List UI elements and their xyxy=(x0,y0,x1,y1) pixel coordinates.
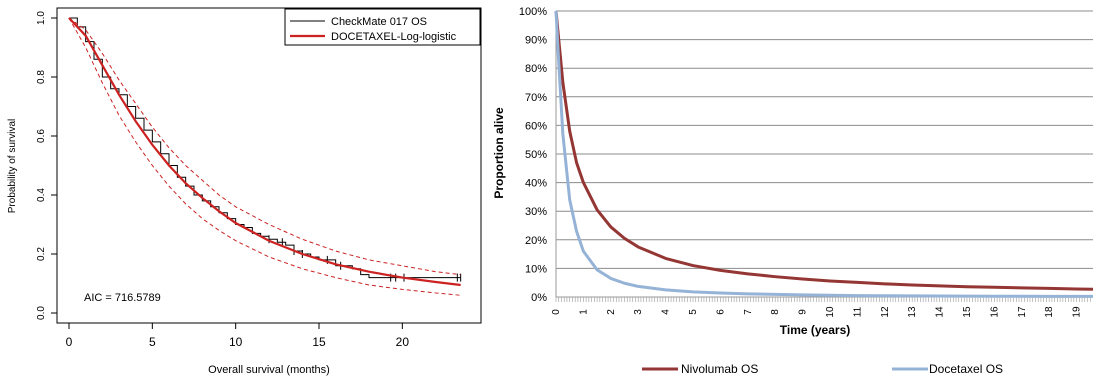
legend-label-docetaxel: Docetaxel OS xyxy=(929,362,1003,376)
y-tick-label: 0% xyxy=(531,292,547,304)
y-tick-label: 0.0 xyxy=(36,306,47,320)
x-tick-label: 6 xyxy=(715,309,726,315)
legend-label-km: CheckMate 017 OS xyxy=(331,16,427,28)
y-tick-label: 20% xyxy=(525,235,547,247)
x-tick-label: 0 xyxy=(551,309,562,315)
confidence-bound-line xyxy=(68,17,461,296)
x-tick-label: 5 xyxy=(149,335,156,349)
x-tick-label: 19 xyxy=(1072,306,1083,318)
km-survival-chart: 0 5 10 15 20 0.0 0.2 0.4 0.6 0.8 1.0 Overall surviv… xyxy=(0,0,490,378)
y-tick-label: 50% xyxy=(525,149,547,161)
y-axis-title: Proportion alive xyxy=(492,107,506,199)
x-tick-label: 9 xyxy=(798,309,809,315)
x-axis-title: Time (years) xyxy=(780,323,850,337)
x-axis-title: Overall survival (months) xyxy=(208,364,330,376)
km-marks xyxy=(68,17,462,296)
km-chart-svg: 0 5 10 15 20 0.0 0.2 0.4 0.6 0.8 1.0 Overall surviv… xyxy=(7,7,482,376)
proportion-chart-svg: 0%10%20%30%40%50%60%70%80%90%100%0 1 2 3 4 5 6… xyxy=(492,6,1093,376)
x-tick-label: 14 xyxy=(935,306,946,318)
x-tick-label: 15 xyxy=(962,306,973,318)
y-tick-label: 0.6 xyxy=(36,129,47,143)
x-tick-label: 16 xyxy=(989,306,1000,318)
x-tick-label: 4 xyxy=(661,309,672,315)
y-tick-label: 90% xyxy=(525,35,547,47)
x-tick-label: 5 xyxy=(688,309,699,315)
km-axes xyxy=(51,7,482,329)
y-tick-label: 0.2 xyxy=(36,247,47,261)
legend-label-nivolumab: Nivolumab OS xyxy=(681,362,758,376)
y-tick-label: 0.4 xyxy=(36,188,47,202)
docetaxel-os-line xyxy=(554,10,1093,298)
x-tick-label: 20 xyxy=(396,335,410,349)
proportion-alive-chart: 0% 10% 20% 30% 40% 50% 60% 70% 80% 90% 100% 0 1 2 3 4 5 6… xyxy=(490,0,1093,378)
y-tick-label: 60% xyxy=(525,120,547,132)
y-tick-label: 10% xyxy=(525,263,547,275)
y-tick-label: 1.0 xyxy=(36,11,47,25)
y-tick-label: 80% xyxy=(525,63,547,75)
nivolumab-os-line xyxy=(554,10,1093,291)
x-tick-label: 18 xyxy=(1044,306,1055,318)
x-tick-label: 10 xyxy=(825,306,836,318)
legend-box xyxy=(284,8,481,46)
x-tick-label: 10 xyxy=(229,335,243,349)
y-tick-label: 30% xyxy=(525,206,547,218)
x-tick-label: 2 xyxy=(606,309,617,315)
plot-frame xyxy=(56,7,482,324)
x-tick-label: 3 xyxy=(633,309,644,315)
y-tick-label: 40% xyxy=(525,178,547,190)
x-tick-label: 8 xyxy=(770,309,781,315)
fitted-curve-line xyxy=(68,17,461,287)
x-tick-label: 0 xyxy=(66,335,73,349)
legend-label-fit: DOCETAXEL-Log-logistic xyxy=(331,31,457,43)
x-tick-label: 17 xyxy=(1017,306,1028,318)
x-tick-label: 13 xyxy=(907,306,918,318)
x-tick-label: 15 xyxy=(312,335,326,349)
y-axis-title: Probability of survival xyxy=(7,119,18,213)
km-text: 0 5 10 15 20 0.0 0.2 0.4 0.6 0.8 1.0 Overall surviv… xyxy=(7,11,457,376)
y-tick-label: 70% xyxy=(525,92,547,104)
x-tick-label: 11 xyxy=(852,306,863,317)
y-tick-label: 100% xyxy=(519,6,547,18)
prop-text: 0%10%20%30%40%50%60%70%80%90%100%0 1 2 3 4 5 6… xyxy=(492,6,1083,376)
y-tick-label: 0.8 xyxy=(36,70,47,84)
x-tick-label: 12 xyxy=(880,306,891,318)
aic-annotation: AIC = 716.5789 xyxy=(84,292,161,304)
x-tick-label: 7 xyxy=(743,309,754,315)
prop-marks xyxy=(554,10,1093,298)
x-tick-label: 1 xyxy=(578,309,589,315)
